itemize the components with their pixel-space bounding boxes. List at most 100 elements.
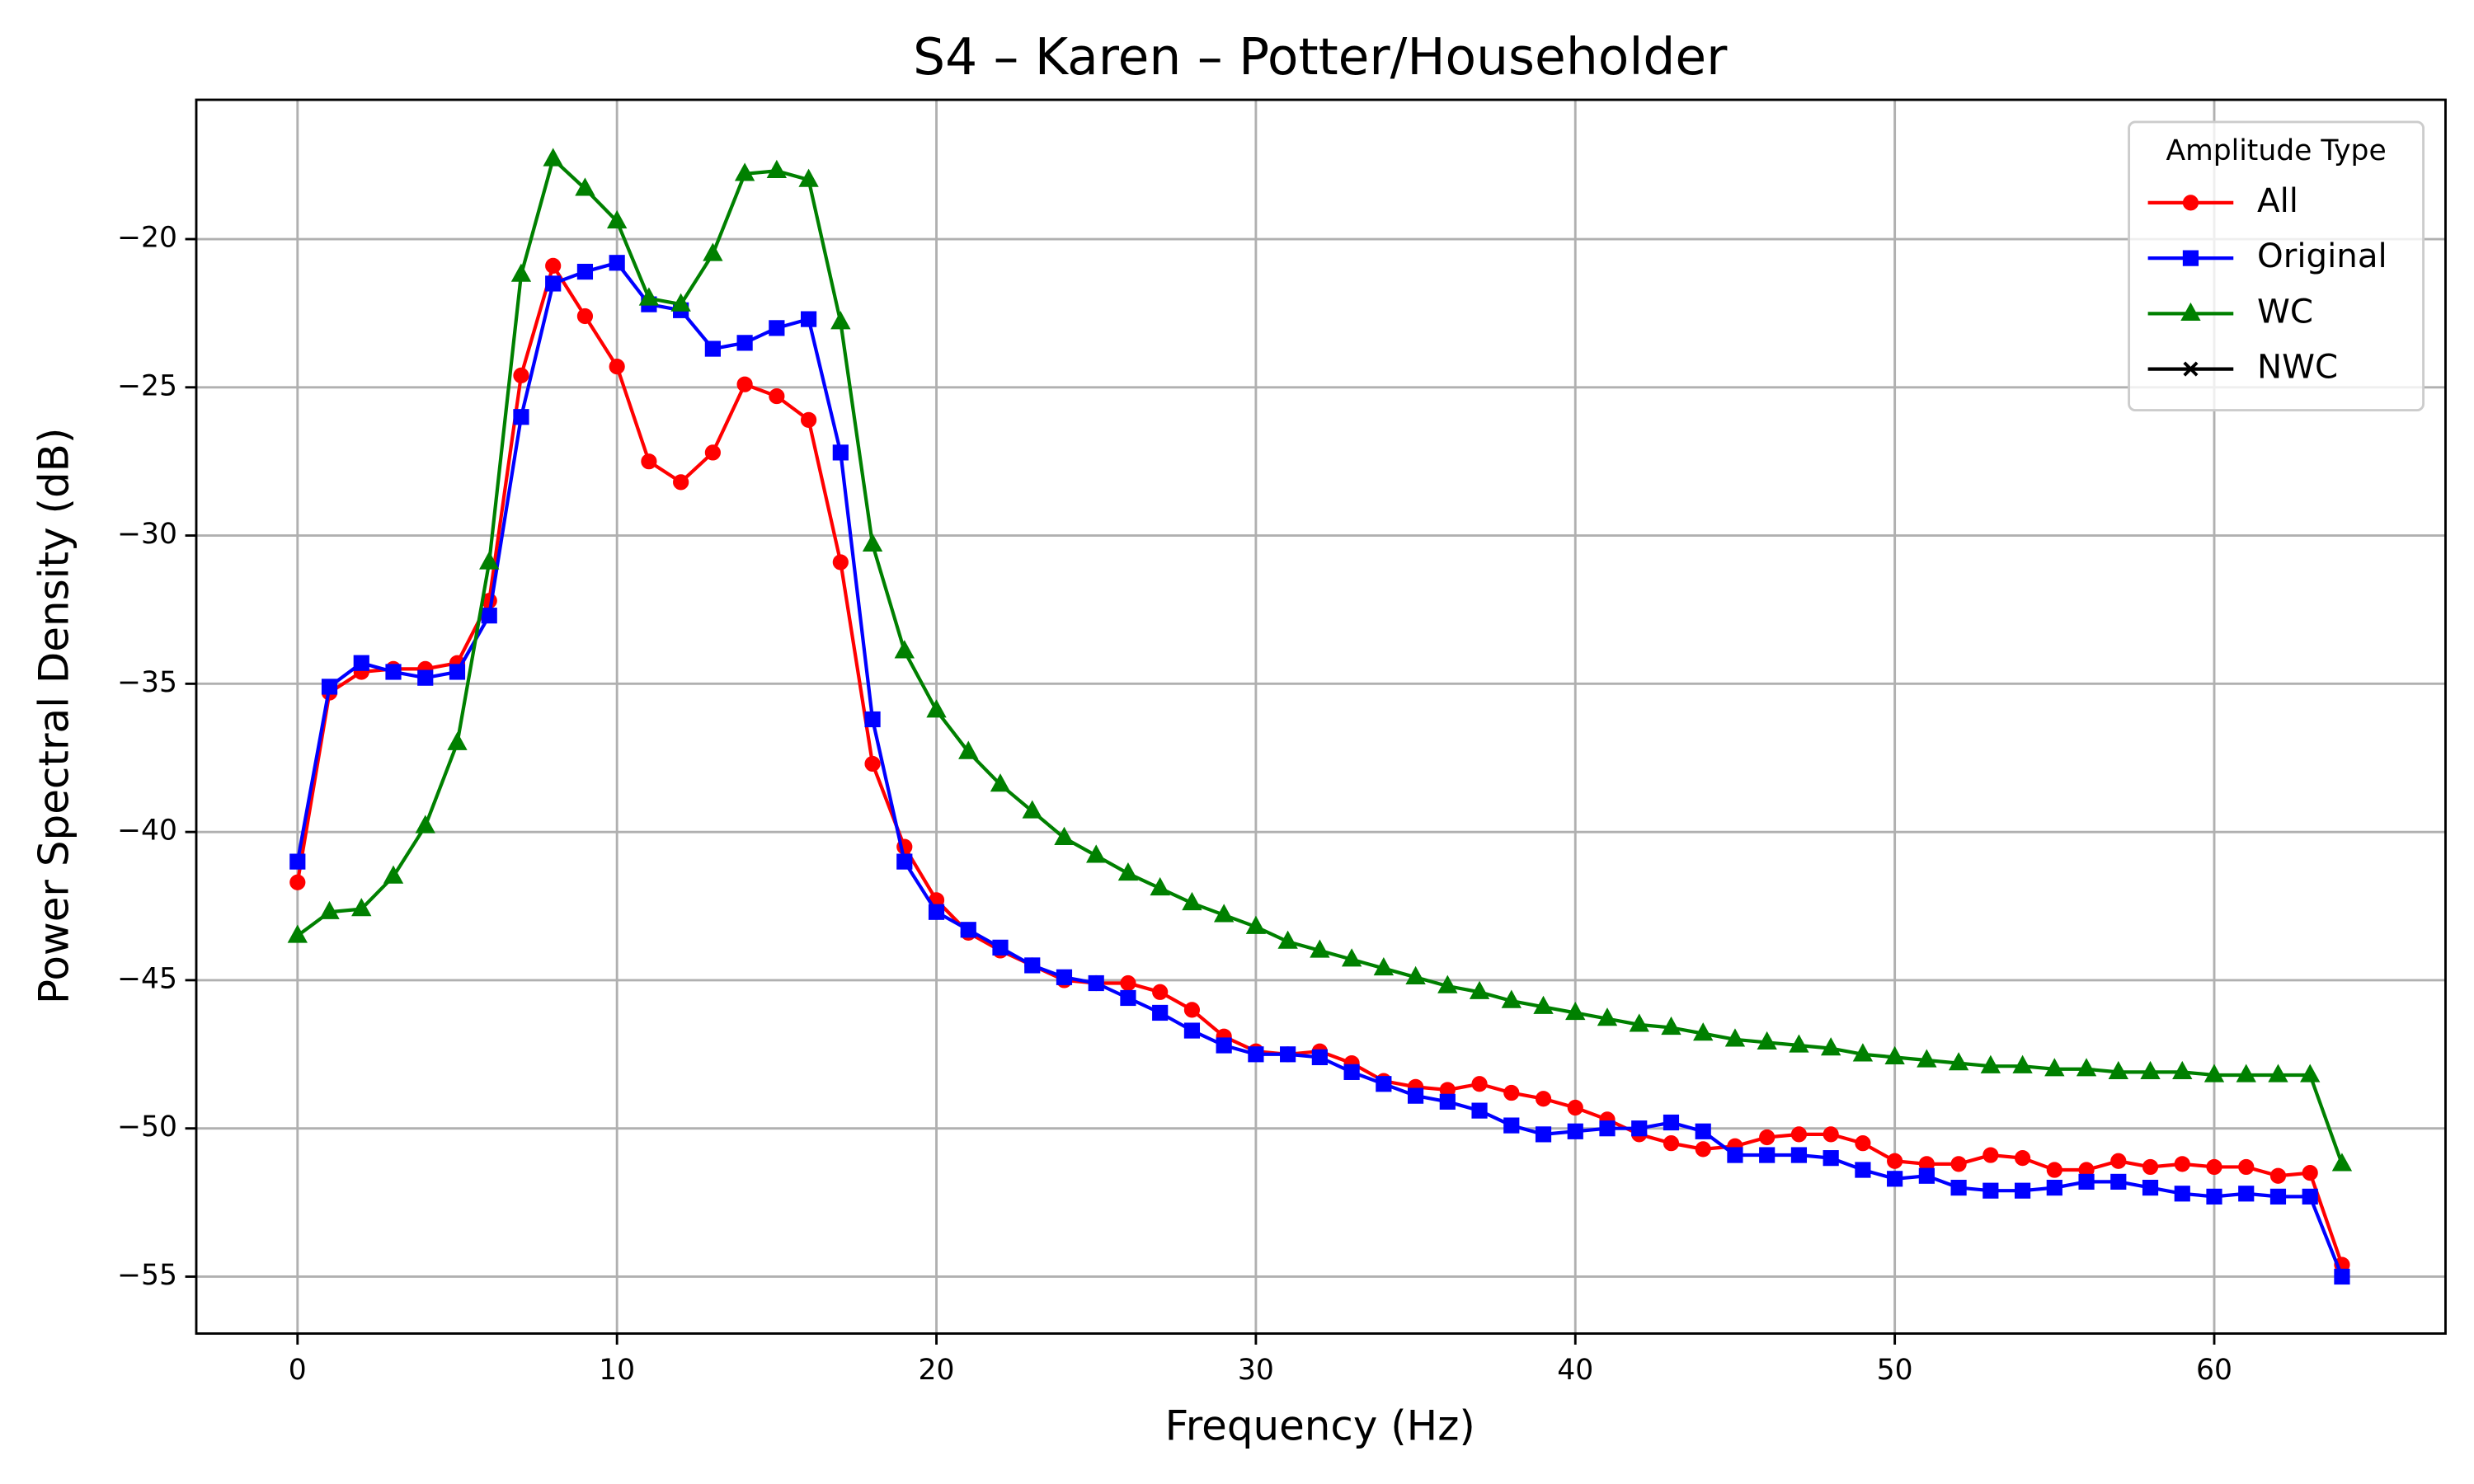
point xyxy=(2174,1156,2190,1172)
point xyxy=(2269,1188,2287,1205)
x-tick-label: 30 xyxy=(1238,1354,1274,1387)
point xyxy=(864,755,881,773)
point xyxy=(609,255,625,271)
point xyxy=(766,159,788,178)
point xyxy=(2206,1188,2222,1205)
point xyxy=(2238,1186,2255,1202)
point xyxy=(1599,1120,1616,1137)
point xyxy=(287,924,308,943)
point xyxy=(2110,1153,2127,1169)
point xyxy=(1471,1102,1488,1119)
point xyxy=(1695,1141,1711,1158)
point xyxy=(2046,1162,2062,1178)
point xyxy=(1373,957,1395,976)
point xyxy=(1759,1147,1776,1163)
point xyxy=(1439,1093,1456,1110)
point xyxy=(1056,969,1073,985)
legend-title: Amplitude Type xyxy=(2166,134,2386,167)
point xyxy=(1693,1022,1714,1041)
point xyxy=(736,335,753,351)
point xyxy=(1535,1091,1552,1107)
point xyxy=(1503,1117,1520,1134)
point xyxy=(1117,862,1139,881)
point xyxy=(1948,1052,1969,1071)
point xyxy=(1024,957,1041,974)
point xyxy=(2078,1173,2095,1190)
x-tick-label: 60 xyxy=(2196,1354,2232,1387)
point xyxy=(1310,939,1330,958)
legend-label: WC xyxy=(2257,292,2313,331)
legend: Amplitude Type All Original WC NWC xyxy=(2128,120,2425,411)
point xyxy=(641,453,657,470)
legend-label: Original xyxy=(2257,237,2387,275)
point xyxy=(1727,1147,1743,1163)
point xyxy=(351,898,372,917)
point xyxy=(1695,1123,1711,1139)
point xyxy=(1855,1162,1871,1178)
y-tick-label: −35 xyxy=(117,666,177,699)
point xyxy=(289,874,306,890)
point xyxy=(447,731,468,750)
point xyxy=(800,311,817,327)
point xyxy=(1631,1120,1648,1137)
point xyxy=(2236,1064,2256,1082)
point xyxy=(545,257,562,274)
point xyxy=(673,474,689,491)
point xyxy=(1887,1153,1903,1169)
point xyxy=(1150,876,1170,896)
point xyxy=(1533,995,1554,1014)
point xyxy=(1120,974,1136,992)
point xyxy=(543,148,563,167)
point xyxy=(1280,1046,1296,1063)
point xyxy=(1887,1171,1903,1187)
point xyxy=(1918,1167,1935,1184)
point xyxy=(1343,1064,1360,1080)
point xyxy=(1245,915,1267,934)
point xyxy=(1823,1150,1839,1167)
point xyxy=(415,815,435,834)
point xyxy=(2172,1060,2193,1080)
point xyxy=(958,740,979,759)
point xyxy=(1088,974,1104,992)
point xyxy=(2334,1268,2350,1285)
point xyxy=(1405,965,1426,984)
point xyxy=(1982,1182,1999,1199)
x-tick-label: 20 xyxy=(919,1354,955,1387)
point xyxy=(383,865,404,884)
legend-marker xyxy=(2180,302,2201,322)
point xyxy=(800,411,817,428)
point xyxy=(2331,1153,2353,1172)
point xyxy=(1152,1004,1169,1021)
y-tick-label: −55 xyxy=(117,1259,177,1292)
point xyxy=(1248,1046,1264,1063)
y-tick-label: −50 xyxy=(117,1111,177,1144)
point xyxy=(1980,1054,2001,1073)
point xyxy=(1629,1013,1649,1032)
y-tick-label: −40 xyxy=(117,815,177,848)
point xyxy=(2204,1064,2225,1082)
point xyxy=(2174,1186,2190,1202)
point xyxy=(2110,1173,2127,1190)
point xyxy=(1565,1001,1586,1021)
point xyxy=(1757,1031,1777,1050)
point xyxy=(798,168,819,187)
legend-label: NWC xyxy=(2257,348,2338,387)
point xyxy=(1759,1129,1776,1146)
point xyxy=(385,664,402,680)
point xyxy=(769,387,785,405)
point xyxy=(449,664,466,680)
point xyxy=(289,853,306,870)
point xyxy=(1661,1016,1681,1036)
point xyxy=(2012,1054,2033,1073)
point xyxy=(1213,904,1235,923)
plot-frame xyxy=(195,98,2447,1335)
point xyxy=(1820,1037,1841,1056)
point xyxy=(2142,1179,2159,1196)
point xyxy=(990,773,1011,792)
point xyxy=(832,554,849,571)
point xyxy=(2044,1058,2065,1077)
point xyxy=(1950,1179,1967,1196)
point xyxy=(894,640,915,659)
point xyxy=(1022,800,1042,819)
